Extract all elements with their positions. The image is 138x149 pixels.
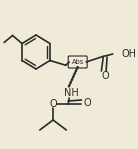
Text: Abs: Abs	[72, 59, 84, 65]
Text: O: O	[49, 99, 57, 109]
FancyBboxPatch shape	[68, 56, 87, 68]
Text: OH: OH	[121, 49, 136, 59]
Text: O: O	[101, 71, 109, 81]
Text: O: O	[83, 98, 91, 108]
Text: NH: NH	[64, 88, 78, 98]
